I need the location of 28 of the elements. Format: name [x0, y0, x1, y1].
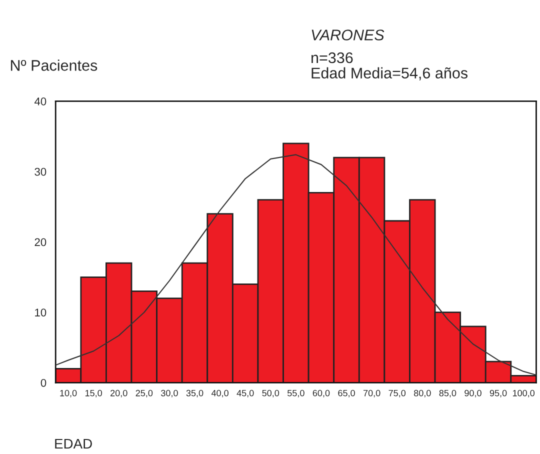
- x-tick-label: 30,0: [161, 390, 178, 398]
- y-axis-title: Nº Pacientes: [10, 60, 98, 71]
- x-tick-label: 10,0: [60, 390, 77, 398]
- y-tick-label: 30: [34, 168, 46, 176]
- x-tick-label: 100,0: [512, 390, 535, 398]
- chart-subtitle: n=336 Edad Media=54,6 años: [312, 52, 468, 80]
- x-tick-label: 95,0: [490, 390, 507, 398]
- x-tick-label: 60,0: [312, 390, 330, 398]
- x-tick-label: 75,0: [388, 390, 406, 398]
- x-tick-label: 65,0: [338, 390, 355, 398]
- chart-title: VARONES: [312, 30, 384, 40]
- y-tick-label: 40: [34, 98, 46, 106]
- x-tick-label: 45,0: [236, 390, 254, 398]
- x-axis-title: EDAD: [55, 438, 92, 449]
- y-tick-label: 0: [40, 378, 46, 387]
- y-tick-label: 20: [34, 238, 46, 246]
- x-tick-label: 35,0: [186, 390, 204, 398]
- x-tick-label: 70,0: [363, 390, 380, 398]
- y-tick-label: 10: [35, 308, 46, 316]
- x-tick-label: 90,0: [464, 390, 482, 398]
- x-tick-label: 20,0: [110, 390, 128, 398]
- x-tick-label: 15,0: [85, 390, 102, 398]
- x-tick-label: 85,0: [439, 390, 456, 398]
- x-tick-label: 25,0: [136, 390, 153, 398]
- x-tick-label: 40,0: [211, 390, 228, 398]
- x-tick-label: 80,0: [414, 390, 431, 398]
- x-tick-label: 50,0: [262, 390, 280, 398]
- x-tick-label: 55,0: [287, 390, 304, 398]
